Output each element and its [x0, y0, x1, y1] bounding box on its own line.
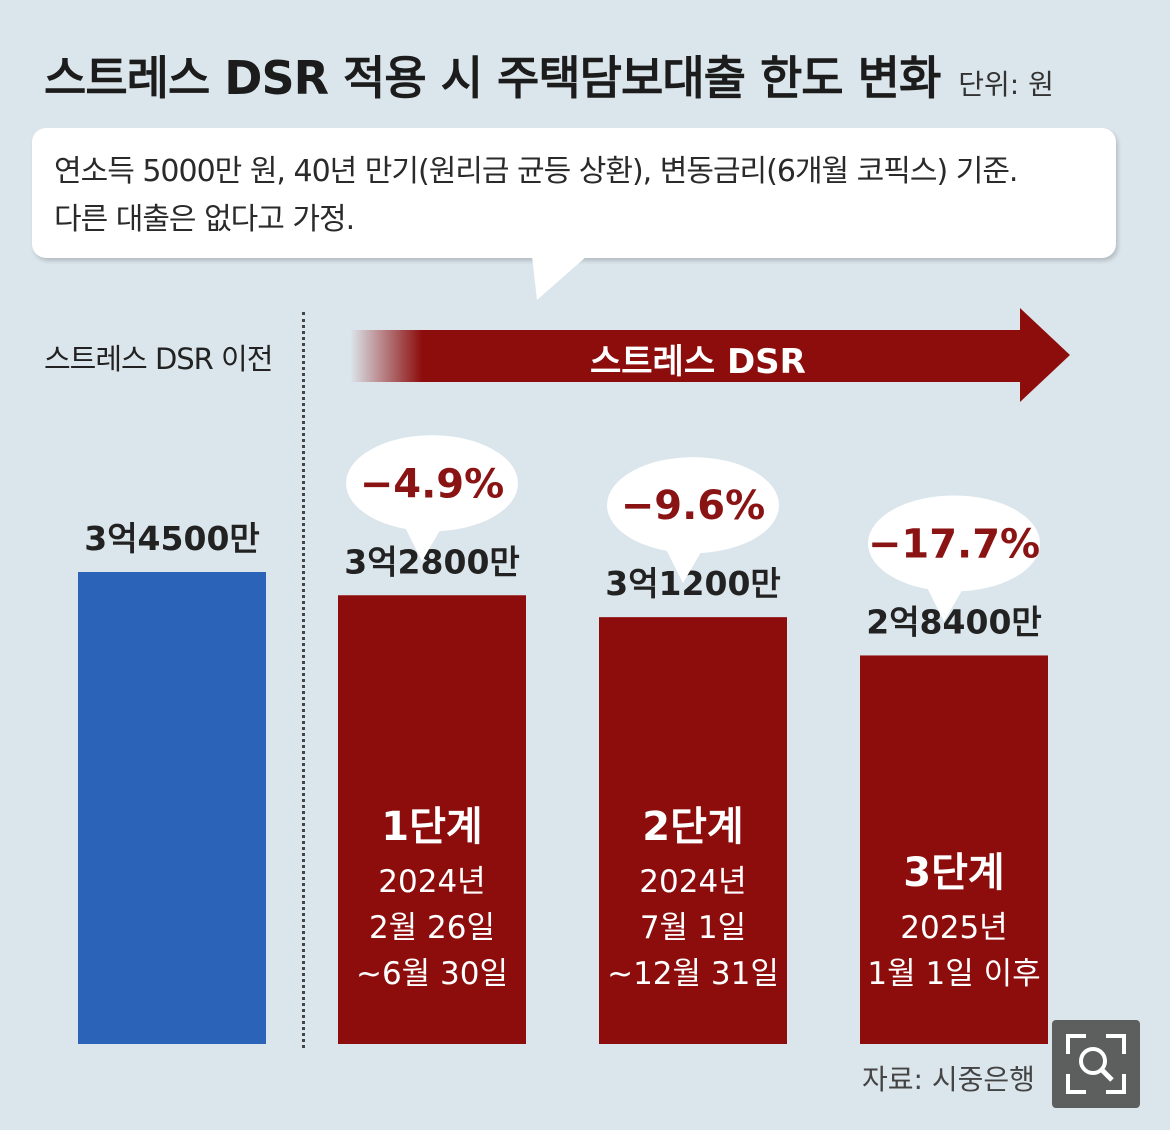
callout-line-2: 다른 대출은 없다고 가정. — [54, 202, 355, 237]
chart-title: 스트레스 DSR 적용 시 주택담보대출 한도 변화 — [44, 51, 941, 105]
stage-title-2: 2단계 — [642, 804, 743, 850]
bar-value-label-3: 2억8400만 — [866, 602, 1042, 641]
bar-2 — [599, 617, 787, 1044]
change-label-3: −17.7% — [868, 521, 1040, 567]
stage-line-2-2: ~12월 31일 — [607, 956, 779, 992]
change-label-2: −9.6% — [621, 483, 765, 529]
callout-tail — [532, 256, 587, 300]
change-bubble-3 — [868, 495, 1040, 592]
before-after-divider — [302, 312, 305, 1048]
stage-line-3-1: 1월 1일 이후 — [867, 956, 1040, 992]
bar-1 — [338, 595, 526, 1044]
stage-line-2-0: 2024년 — [639, 864, 746, 900]
bar-value-label-1: 3억2800만 — [344, 542, 520, 581]
zoom-search-icon — [1066, 1034, 1126, 1094]
callout-text: 연소득 5000만 원, 40년 만기(원리금 균등 상환), 변동금리(6개월… — [54, 148, 1018, 244]
change-bubble-tail-2 — [663, 543, 705, 584]
stage-line-1-1: 2월 26일 — [369, 910, 495, 946]
bar-value-label-2: 3억1200만 — [605, 564, 781, 603]
stage-title-3: 3단계 — [903, 850, 1004, 896]
bar-value-label-0: 3억4500만 — [84, 519, 260, 558]
change-bubble-1 — [346, 435, 518, 532]
before-stress-label: 스트레스 DSR 이전 — [44, 342, 273, 376]
unit-label: 단위: 원 — [958, 68, 1054, 101]
source-note: 자료: 시중은행 — [862, 1063, 1035, 1096]
change-bubble-2 — [607, 457, 779, 554]
stage-line-2-1: 7월 1일 — [640, 910, 746, 946]
stage-line-1-0: 2024년 — [378, 864, 485, 900]
bar-0 — [78, 572, 266, 1044]
stage-title-1: 1단계 — [381, 804, 482, 850]
change-bubble-tail-1 — [402, 521, 444, 562]
stage-line-1-2: ~6월 30일 — [356, 956, 508, 992]
change-label-1: −4.9% — [360, 461, 504, 507]
zoom-button[interactable] — [1052, 1020, 1140, 1108]
title-row: 스트레스 DSR 적용 시 주택담보대출 한도 변화 단위: 원 — [44, 42, 1054, 108]
stage-line-3-0: 2025년 — [900, 910, 1007, 946]
stress-dsr-arrow-label: 스트레스 DSR — [590, 342, 806, 382]
change-bubble-tail-3 — [924, 581, 966, 622]
assumption-callout: 연소득 5000만 원, 40년 만기(원리금 균등 상환), 변동금리(6개월… — [32, 128, 1116, 300]
stress-dsr-arrow — [350, 308, 1070, 402]
bar-3 — [860, 655, 1048, 1044]
callout-line-1: 연소득 5000만 원, 40년 만기(원리금 균등 상환), 변동금리(6개월… — [54, 154, 1018, 189]
